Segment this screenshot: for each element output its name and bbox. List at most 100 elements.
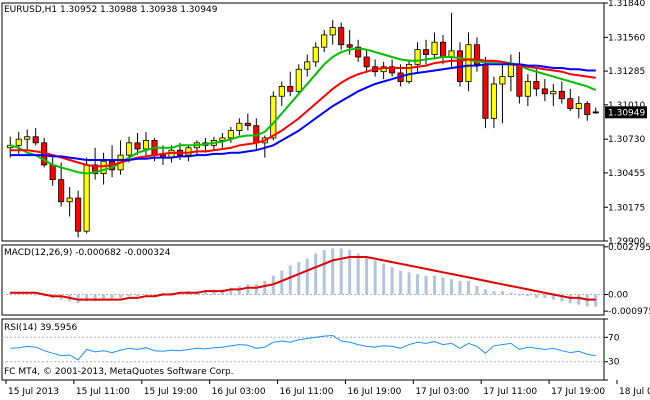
moving-average-lines xyxy=(9,47,597,175)
candle-body xyxy=(584,103,591,116)
price-tick-label: 1.30730 xyxy=(608,135,645,145)
rsi-tick-label: 70 xyxy=(608,333,620,343)
candle-body xyxy=(100,160,107,174)
time-tick-label: 16 Jul 03:00 xyxy=(212,387,266,397)
macd-bar xyxy=(416,274,420,295)
candle-body xyxy=(24,136,31,140)
candle xyxy=(92,147,99,180)
macd-bar xyxy=(246,284,250,295)
macd-bar xyxy=(119,294,123,298)
candle xyxy=(244,113,251,131)
macd-bar xyxy=(433,275,437,295)
macd-bar xyxy=(102,294,106,300)
candle-body xyxy=(524,81,531,97)
candle-body xyxy=(592,111,599,114)
candle-body xyxy=(92,164,99,174)
macd-bar xyxy=(526,294,530,297)
candle-body xyxy=(312,46,319,63)
candle xyxy=(524,74,531,107)
price-tick-label: 1.30455 xyxy=(608,169,645,179)
candle-body xyxy=(499,76,506,85)
time-tick-label: 15 Jul 2013 xyxy=(8,387,59,397)
macd-bar xyxy=(331,248,335,295)
candle-body xyxy=(58,179,65,203)
candle-body xyxy=(465,44,472,82)
macd-bar xyxy=(424,275,428,295)
candle-body xyxy=(126,142,133,156)
candle xyxy=(100,152,107,185)
candle-body xyxy=(295,68,302,92)
macd-tick-label: -0.000975 xyxy=(608,307,650,317)
candle xyxy=(363,49,370,72)
candle-body xyxy=(83,164,90,232)
macd-tick-label: 0.002795 xyxy=(608,243,650,253)
candle xyxy=(142,131,150,158)
macd-bar xyxy=(356,253,360,295)
macd-bar xyxy=(551,294,555,300)
moving-average-line-1 xyxy=(10,58,596,168)
macd-bar xyxy=(203,291,207,295)
price-y-axis: 1.31840 1.31560 1.31285 1.31010 1.30730 1.304… xyxy=(604,0,645,247)
candle-body xyxy=(236,122,243,131)
time-tick-label: 17 Jul 03:00 xyxy=(415,387,469,397)
current-price-label: 1.30949 xyxy=(608,108,645,118)
candle-body xyxy=(541,88,548,95)
macd-bar xyxy=(560,294,564,302)
macd-bar xyxy=(93,294,97,302)
macd-bar xyxy=(305,258,309,295)
candle xyxy=(66,187,73,217)
macd-bar xyxy=(314,253,318,295)
time-tick-label: 15 Jul 19:00 xyxy=(144,387,198,397)
candle xyxy=(490,76,497,129)
price-tick-label: 1.31010 xyxy=(608,101,645,111)
candle xyxy=(592,107,599,114)
macd-bar xyxy=(534,294,538,298)
macd-bar xyxy=(517,294,521,296)
candle-body xyxy=(219,137,226,141)
price-panel[interactable]: 1.31840 1.31560 1.31285 1.31010 1.30730 1.304… xyxy=(4,0,647,247)
candle-body xyxy=(507,63,514,78)
candle-body xyxy=(287,86,294,92)
price-tick-label: 1.31840 xyxy=(608,0,645,9)
candle xyxy=(338,22,345,50)
macd-bar xyxy=(85,294,89,302)
candle xyxy=(541,79,548,102)
candle xyxy=(465,32,472,92)
candle xyxy=(83,157,90,234)
panel-frames xyxy=(1,2,605,381)
macd-y-axis: 0.002795 0.00 -0.000975 xyxy=(604,243,650,317)
candle xyxy=(567,88,574,111)
macd-bar xyxy=(466,280,470,295)
candle xyxy=(236,118,243,136)
macd-bar xyxy=(339,248,343,295)
macd-bar xyxy=(509,292,513,295)
macd-bar xyxy=(543,294,547,298)
macd-bar xyxy=(322,250,326,295)
candle xyxy=(278,81,285,107)
rsi-y-axis: 70 30 xyxy=(604,318,620,381)
time-tick-label: 16 Jul 11:00 xyxy=(280,387,334,397)
rsi-panel[interactable]: 70 30 RSI(14) 39.5956 FC MT4, © 2001-2013… xyxy=(2,318,620,381)
time-tick-label: 17 Jul 19:00 xyxy=(551,387,605,397)
candle xyxy=(312,42,319,67)
candle xyxy=(32,128,39,146)
macd-signal-polyline xyxy=(10,256,596,301)
candle xyxy=(304,54,311,77)
candle-body xyxy=(482,63,489,119)
candle-body xyxy=(550,90,557,95)
candle-body xyxy=(270,95,277,139)
macd-bar xyxy=(382,263,386,295)
macd-bar xyxy=(492,291,496,295)
macd-bar xyxy=(254,284,258,295)
macd-bar xyxy=(153,294,156,296)
rsi-level-lines xyxy=(2,336,604,363)
candle-body xyxy=(142,140,150,150)
macd-panel[interactable]: 0.002795 0.00 -0.000975 MACD(12,26,9) -0.0… xyxy=(2,243,650,317)
macd-bar xyxy=(399,270,403,295)
time-tick-label: 15 Jul 11:00 xyxy=(76,387,130,397)
panel-frame-2 xyxy=(1,318,605,381)
candle-body xyxy=(533,81,540,90)
candle xyxy=(134,133,141,156)
